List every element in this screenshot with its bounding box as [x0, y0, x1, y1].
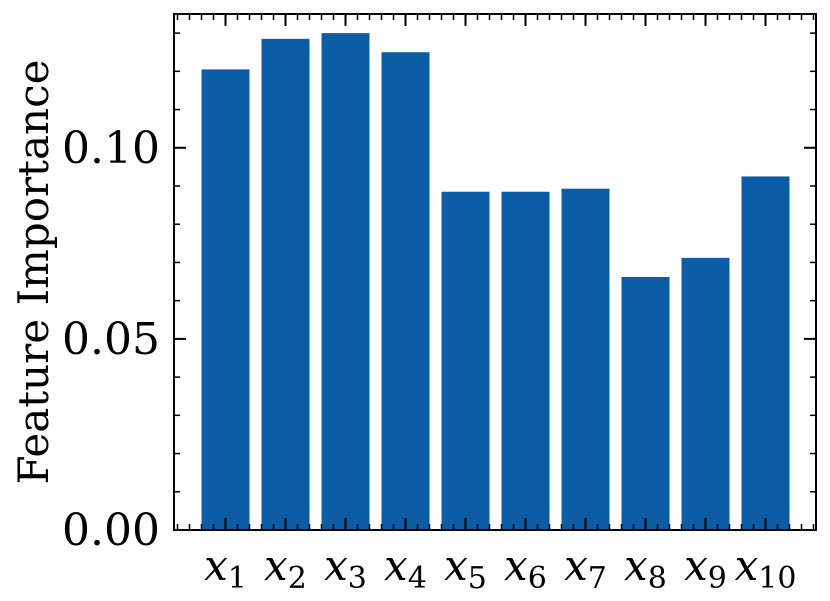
y-tick-label: 0.05: [62, 314, 160, 365]
x-category-label: x9: [684, 541, 727, 596]
x-category-label: x1: [204, 541, 247, 596]
bar-1: [201, 69, 250, 530]
x-category-label: x8: [624, 541, 667, 596]
x-category-label: x4: [384, 541, 427, 596]
bars-group: [201, 33, 790, 531]
y-tick-label: 0.00: [62, 505, 160, 556]
bar-8: [621, 276, 670, 530]
plot-frame: [173, 13, 817, 531]
x-category-label: x3: [324, 541, 367, 596]
x-category-label: x7: [564, 541, 607, 596]
x-category-label: x2: [264, 541, 307, 596]
bar-10: [741, 176, 790, 530]
bar-9: [681, 257, 730, 530]
bar-3: [321, 33, 370, 530]
y-tick-labels: 0.00 0.05 0.10: [62, 123, 160, 556]
bar-2: [261, 38, 310, 530]
y-axis-title: Feature Importance: [9, 60, 58, 485]
x-category-label: x10: [735, 541, 797, 596]
bar-6: [501, 191, 550, 530]
bar-7: [561, 188, 610, 531]
x-category-labels: x1 x2 x3 x4 x5 x6 x7 x8 x9 x10: [204, 541, 796, 596]
bar-4: [381, 52, 430, 530]
bar-5: [441, 191, 490, 530]
x-category-label: x5: [444, 541, 487, 596]
y-tick-label: 0.10: [62, 123, 160, 174]
x-category-label: x6: [504, 541, 547, 596]
